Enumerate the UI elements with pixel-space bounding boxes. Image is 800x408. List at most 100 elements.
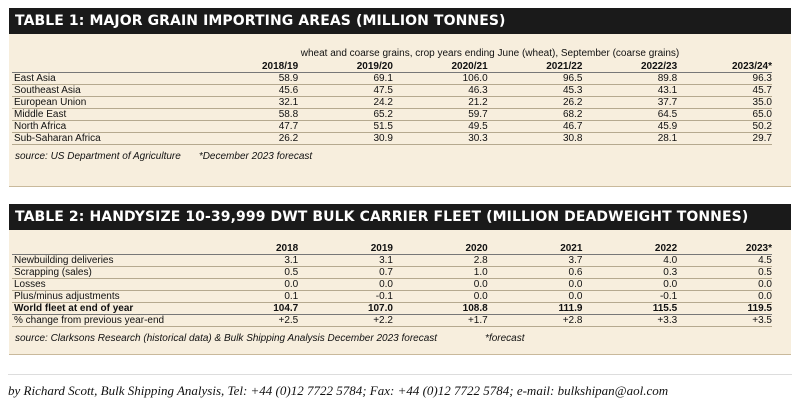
cell: 0.3 xyxy=(582,266,678,279)
cell: 45.3 xyxy=(487,84,583,97)
cell: 104.7 xyxy=(203,302,299,315)
cell: 0.0 xyxy=(487,290,583,303)
table-2-source-line: source: Clarksons Research (historical d… xyxy=(9,333,791,344)
cell: 65.0 xyxy=(677,108,772,121)
table-2-source: source: Clarksons Research (historical d… xyxy=(15,333,438,344)
cell: 59.7 xyxy=(392,108,488,121)
cell: +3.3 xyxy=(582,314,678,327)
cell: 3.1 xyxy=(203,254,299,267)
cell: 50.2 xyxy=(677,120,772,133)
table-1-note: *December 2023 forecast xyxy=(198,151,313,162)
table-2-header-row: 2018 2019 2020 2021 2022 2023* xyxy=(12,243,772,255)
cell: -0.1 xyxy=(298,290,393,303)
cell: 51.5 xyxy=(298,120,393,133)
table-row: % change from previous year-end +2.5 +2.… xyxy=(12,314,772,327)
cell: 0.5 xyxy=(203,266,299,279)
table-row: Scrapping (sales) 0.5 0.7 1.0 0.6 0.3 0.… xyxy=(12,266,772,279)
table-1-subtitle: wheat and coarse grains, crop years endi… xyxy=(300,48,680,59)
table-1-header-row: 2018/19 2019/20 2020/21 2021/22 2022/23 … xyxy=(12,61,772,73)
cell: +1.7 xyxy=(392,314,488,327)
table-2: TABLE 2: HANDYSIZE 10-39,999 DWT BULK CA… xyxy=(9,204,791,355)
cell: 89.8 xyxy=(582,72,678,85)
table-1-col-header: 2018/19 xyxy=(203,61,299,73)
cell: +3.5 xyxy=(677,314,772,327)
cell: 49.5 xyxy=(392,120,488,133)
cell: 28.1 xyxy=(582,132,678,145)
cell: 2.8 xyxy=(392,254,488,267)
cell: 26.2 xyxy=(487,96,583,109)
cell: 111.9 xyxy=(487,302,583,315)
table-2-col-header: 2022 xyxy=(582,243,678,255)
table-2-grid: 2018 2019 2020 2021 2022 2023* Newbuildi… xyxy=(12,243,772,327)
table-1-col-header: 2020/21 xyxy=(392,61,488,73)
cell: 45.6 xyxy=(203,84,299,97)
cell: 0.6 xyxy=(487,266,583,279)
cell: 108.8 xyxy=(392,302,488,315)
row-label: Southeast Asia xyxy=(12,84,204,97)
cell: 37.7 xyxy=(582,96,678,109)
table-row: North Africa 47.7 51.5 49.5 46.7 45.9 50… xyxy=(12,120,772,133)
cell: 0.0 xyxy=(487,278,583,291)
cell: 32.1 xyxy=(203,96,299,109)
cell: 4.5 xyxy=(677,254,772,267)
table-2-col-header: 2020 xyxy=(392,243,488,255)
table-row: European Union 32.1 24.2 21.2 26.2 37.7 … xyxy=(12,96,772,109)
cell: 3.1 xyxy=(298,254,393,267)
cell: 0.7 xyxy=(298,266,393,279)
cell: 0.0 xyxy=(392,278,488,291)
table-row: Losses 0.0 0.0 0.0 0.0 0.0 0.0 xyxy=(12,278,772,291)
row-label: Plus/minus adjustments xyxy=(12,290,204,303)
table-1-title: TABLE 1: MAJOR GRAIN IMPORTING AREAS (MI… xyxy=(9,8,791,34)
cell: 3.7 xyxy=(487,254,583,267)
cell: 30.8 xyxy=(487,132,583,145)
table-row: East Asia 58.9 69.1 106.0 96.5 89.8 96.3 xyxy=(12,72,772,85)
cell: 106.0 xyxy=(392,72,488,85)
row-label: North Africa xyxy=(12,120,204,133)
cell: 47.7 xyxy=(203,120,299,133)
cell: 24.2 xyxy=(298,96,393,109)
table-2-col-header: 2018 xyxy=(203,243,299,255)
cell: +2.2 xyxy=(298,314,393,327)
cell: 0.0 xyxy=(677,290,772,303)
cell: 69.1 xyxy=(298,72,393,85)
byline: by Richard Scott, Bulk Shipping Analysis… xyxy=(8,383,669,398)
cell: 21.2 xyxy=(392,96,488,109)
row-label: European Union xyxy=(12,96,204,109)
cell: +2.8 xyxy=(487,314,583,327)
table-2-col-header: 2019 xyxy=(298,243,393,255)
table-row: Plus/minus adjustments 0.1 -0.1 0.0 0.0 … xyxy=(12,290,772,303)
cell: 35.0 xyxy=(677,96,772,109)
row-label: Middle East xyxy=(12,108,204,121)
cell: 65.2 xyxy=(298,108,393,121)
cell: 4.0 xyxy=(582,254,678,267)
cell: 1.0 xyxy=(392,266,488,279)
cell: 46.7 xyxy=(487,120,583,133)
cell: +2.5 xyxy=(203,314,299,327)
cell: 45.7 xyxy=(677,84,772,97)
cell: -0.1 xyxy=(582,290,678,303)
cell: 45.9 xyxy=(582,120,678,133)
cell: 30.9 xyxy=(298,132,393,145)
table-1-corner xyxy=(12,61,204,73)
cell: 58.8 xyxy=(203,108,299,121)
row-label: Sub-Saharan Africa xyxy=(12,132,204,145)
cell: 46.3 xyxy=(392,84,488,97)
cell: 26.2 xyxy=(203,132,299,145)
divider xyxy=(8,374,792,375)
row-label: Losses xyxy=(12,278,204,291)
cell: 43.1 xyxy=(582,84,678,97)
cell: 96.5 xyxy=(487,72,583,85)
table-1-col-header: 2023/24* xyxy=(677,61,772,73)
table-1: TABLE 1: MAJOR GRAIN IMPORTING AREAS (MI… xyxy=(9,8,791,187)
cell: 0.1 xyxy=(203,290,299,303)
cell: 0.0 xyxy=(392,290,488,303)
table-row: Middle East 58.8 65.2 59.7 68.2 64.5 65.… xyxy=(12,108,772,121)
table-1-source-line: source: US Department of Agriculture *Dec… xyxy=(9,151,791,162)
table-row: Sub-Saharan Africa 26.2 30.9 30.3 30.8 2… xyxy=(12,132,772,145)
table-2-note: *forecast xyxy=(485,333,525,344)
row-label: Newbuilding deliveries xyxy=(12,254,204,267)
table-row-world-fleet: World fleet at end of year 104.7 107.0 1… xyxy=(12,302,772,315)
table-2-col-header: 2023* xyxy=(677,243,772,255)
cell: 0.0 xyxy=(582,278,678,291)
cell: 107.0 xyxy=(298,302,393,315)
